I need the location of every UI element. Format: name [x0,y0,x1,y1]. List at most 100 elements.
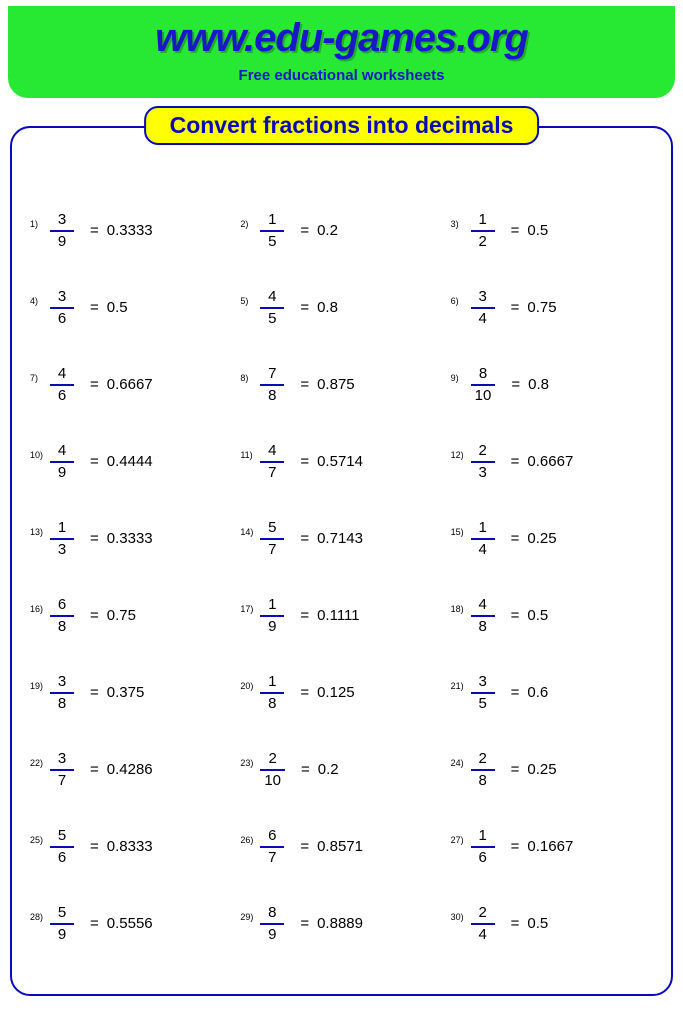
fraction: 47 [260,441,284,482]
fraction-numerator: 2 [474,441,490,461]
fraction-numerator: 3 [54,287,70,307]
equals-sign: = [300,376,309,393]
problem-number: 8) [240,373,256,383]
fraction-denominator: 9 [264,925,280,945]
fraction-numerator: 7 [264,364,280,384]
equals-sign: = [511,222,520,239]
fraction-numerator: 4 [264,287,280,307]
fraction: 15 [260,210,284,251]
problem-item: 7)46=0.6667 [30,364,232,405]
fraction: 48 [471,595,495,636]
equals-sign: = [90,530,99,547]
fraction-denominator: 6 [54,309,70,329]
problem-item: 25)56=0.8333 [30,826,232,867]
decimal-answer: 0.3333 [107,222,153,239]
equals-sign: = [511,684,520,701]
problem-number: 23) [240,758,256,768]
problem-number: 15) [451,527,467,537]
problem-number: 29) [240,912,256,922]
fraction-denominator: 4 [474,309,490,329]
fraction-denominator: 9 [54,925,70,945]
fraction-denominator: 4 [474,540,490,560]
problems-grid: 1)39=0.33332)15=0.23)12=0.54)36=0.55)45=… [30,210,653,944]
fraction-numerator: 1 [264,210,280,230]
fraction-numerator: 1 [264,672,280,692]
fraction-numerator: 5 [54,826,70,846]
fraction: 67 [260,826,284,867]
fraction-denominator: 6 [54,386,70,406]
decimal-answer: 0.2 [318,761,339,778]
fraction-denominator: 3 [54,540,70,560]
decimal-answer: 0.5714 [317,453,363,470]
fraction-denominator: 8 [474,771,490,791]
fraction-numerator: 3 [54,210,70,230]
problem-number: 25) [30,835,46,845]
equals-sign: = [90,684,99,701]
decimal-answer: 0.875 [317,376,355,393]
equals-sign: = [300,453,309,470]
fraction-denominator: 5 [474,694,490,714]
problem-number: 27) [451,835,467,845]
decimal-answer: 0.6667 [107,376,153,393]
problem-item: 1)39=0.3333 [30,210,232,251]
decimal-answer: 0.6 [527,684,548,701]
problem-item: 9)810=0.8 [451,364,653,405]
problem-item: 18)48=0.5 [451,595,653,636]
fraction: 57 [260,518,284,559]
equals-sign: = [90,607,99,624]
problem-number: 20) [240,681,256,691]
fraction: 35 [471,672,495,713]
problem-number: 6) [451,296,467,306]
fraction: 24 [471,903,495,944]
fraction-numerator: 3 [54,672,70,692]
problem-number: 30) [451,912,467,922]
decimal-answer: 0.8889 [317,915,363,932]
fraction: 13 [50,518,74,559]
equals-sign: = [300,684,309,701]
fraction: 36 [50,287,74,328]
problem-item: 19)38=0.375 [30,672,232,713]
decimal-answer: 0.3333 [107,530,153,547]
fraction-denominator: 10 [260,771,285,791]
decimal-answer: 0.25 [527,530,556,547]
worksheet-box: 1)39=0.33332)15=0.23)12=0.54)36=0.55)45=… [10,126,673,996]
problem-item: 16)68=0.75 [30,595,232,636]
equals-sign: = [300,222,309,239]
decimal-answer: 0.375 [107,684,145,701]
equals-sign: = [511,607,520,624]
problem-number: 12) [451,450,467,460]
fraction: 38 [50,672,74,713]
fraction: 810 [471,364,496,405]
fraction-denominator: 9 [54,463,70,483]
decimal-answer: 0.1667 [527,838,573,855]
worksheet-container: Convert fractions into decimals 1)39=0.3… [10,126,673,996]
fraction-denominator: 7 [264,540,280,560]
fraction-denominator: 4 [474,925,490,945]
equals-sign: = [90,838,99,855]
fraction-numerator: 3 [474,672,490,692]
problem-item: 21)35=0.6 [451,672,653,713]
decimal-answer: 0.8 [317,299,338,316]
fraction-numerator: 5 [264,518,280,538]
decimal-answer: 0.125 [317,684,355,701]
fraction-numerator: 2 [474,903,490,923]
fraction-numerator: 4 [474,595,490,615]
problem-number: 26) [240,835,256,845]
decimal-answer: 0.4286 [107,761,153,778]
decimal-answer: 0.75 [527,299,556,316]
equals-sign: = [90,222,99,239]
fraction-numerator: 4 [54,364,70,384]
equals-sign: = [511,376,520,393]
fraction: 49 [50,441,74,482]
decimal-answer: 0.8571 [317,838,363,855]
problem-item: 14)57=0.7143 [240,518,442,559]
problem-number: 5) [240,296,256,306]
problem-number: 4) [30,296,46,306]
equals-sign: = [511,838,520,855]
fraction-numerator: 6 [264,826,280,846]
problem-item: 6)34=0.75 [451,287,653,328]
problem-item: 4)36=0.5 [30,287,232,328]
decimal-answer: 0.5 [107,299,128,316]
fraction-denominator: 2 [474,232,490,252]
decimal-answer: 0.5556 [107,915,153,932]
